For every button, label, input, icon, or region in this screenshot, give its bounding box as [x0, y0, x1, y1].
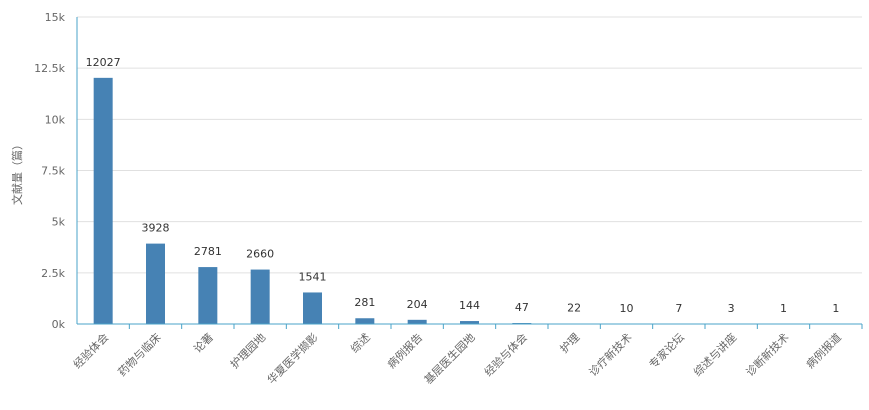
x-tick-label: 经验与体会 — [481, 330, 530, 379]
x-tick-label: 病例报道 — [803, 330, 844, 371]
data-label: 3 — [728, 302, 735, 315]
data-label: 204 — [407, 298, 428, 311]
data-label: 10 — [620, 302, 634, 315]
y-tick-label: 0k — [52, 318, 66, 331]
data-label: 281 — [354, 296, 375, 309]
y-tick-label: 7.5k — [41, 165, 65, 178]
y-axis-title: 文献量（篇） — [10, 139, 24, 205]
data-label: 47 — [515, 301, 529, 314]
y-tick-label: 10k — [45, 113, 66, 126]
gridlines — [77, 17, 862, 273]
bar[interactable] — [146, 244, 165, 324]
x-tick-label: 护理 — [557, 330, 582, 355]
x-tick-label: 诊疗新技术 — [586, 330, 635, 379]
x-tick-label: 华夏医学撷影 — [264, 330, 321, 387]
data-label: 7 — [675, 302, 682, 315]
data-label: 1 — [780, 302, 787, 315]
x-tick-label: 论著 — [190, 330, 215, 355]
x-tick-label: 药物与临床 — [115, 330, 164, 379]
x-tick-label: 经验体会 — [70, 330, 111, 371]
x-tick-label: 诊断新技术 — [743, 330, 792, 379]
data-label: 2781 — [194, 245, 222, 258]
data-label: 1 — [832, 302, 839, 315]
data-label: 22 — [567, 302, 581, 315]
y-tick-label: 15k — [45, 11, 66, 24]
y-tick-label: 2.5k — [41, 267, 65, 280]
bar[interactable] — [355, 318, 374, 324]
data-label: 1541 — [299, 270, 327, 283]
data-label: 3928 — [142, 222, 170, 235]
x-tick-label: 综述 — [347, 330, 372, 355]
x-tick-label: 病例报告 — [384, 330, 425, 371]
y-tick-label: 5k — [52, 216, 66, 229]
data-label: 2660 — [246, 248, 274, 261]
data-label: 144 — [459, 299, 480, 312]
bar[interactable] — [198, 267, 217, 324]
y-tick-label: 12.5k — [34, 62, 65, 75]
x-tick-label: 专家论坛 — [646, 330, 687, 371]
bar[interactable] — [303, 292, 322, 324]
axes: 0k 2.5k 5k 7.5k 10k 12.5k 15k 经验体会药物与临床 论著护理园地华夏… — [34, 11, 862, 387]
data-label: 12027 — [86, 56, 121, 69]
bar[interactable] — [94, 78, 113, 324]
x-tick-label: 护理园地 — [227, 330, 268, 371]
bar[interactable] — [251, 270, 270, 324]
x-tick-label: 基层医生园地 — [421, 330, 478, 387]
x-tick-label: 综述与讲座 — [690, 330, 739, 379]
bar[interactable] — [408, 320, 427, 324]
bars — [94, 78, 846, 324]
